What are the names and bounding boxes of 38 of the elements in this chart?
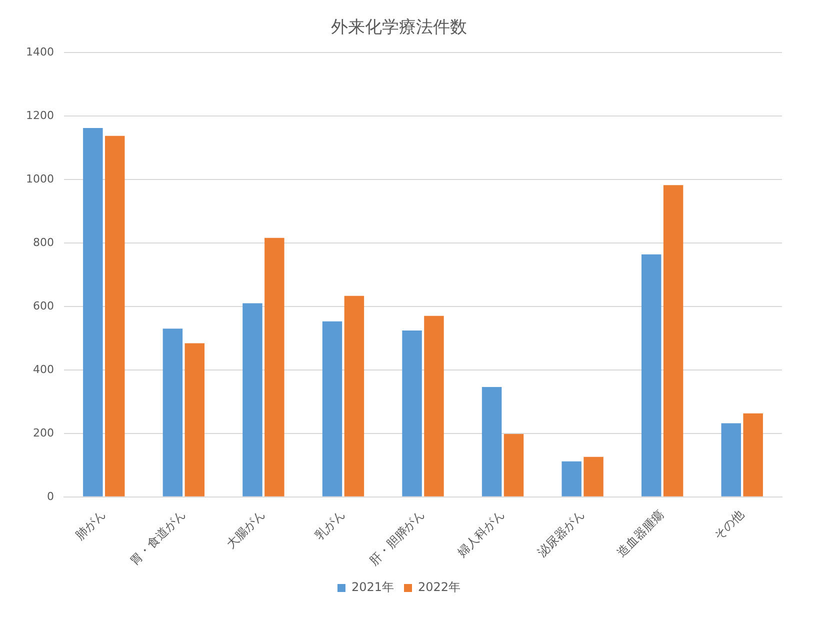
chart-title: 外来化学療法件数 bbox=[331, 18, 467, 38]
bar bbox=[242, 303, 262, 496]
y-tick-label: 1000 bbox=[26, 172, 54, 186]
x-tick-label: その他 bbox=[711, 507, 746, 543]
x-tick-label: 肝・胆膵がん bbox=[366, 507, 428, 568]
bar bbox=[104, 136, 125, 496]
bar bbox=[504, 434, 524, 496]
bar bbox=[184, 343, 205, 496]
y-tick-label: 1200 bbox=[26, 108, 54, 122]
bar bbox=[344, 296, 364, 496]
x-tick-label: 婦人科がん bbox=[454, 507, 508, 560]
bar bbox=[663, 185, 684, 496]
legend-label: 2021年 bbox=[351, 580, 394, 594]
bar bbox=[562, 461, 582, 496]
y-tick-label: 1400 bbox=[26, 45, 54, 58]
x-tick-label: 泌尿器がん bbox=[534, 507, 587, 560]
y-tick-label: 800 bbox=[32, 236, 54, 249]
y-tick-label: 0 bbox=[46, 490, 54, 503]
bar bbox=[482, 387, 502, 496]
bar bbox=[322, 321, 342, 496]
y-tick-label: 600 bbox=[32, 299, 54, 312]
x-tick-label: 胃・食道がん bbox=[127, 507, 188, 568]
bar bbox=[641, 254, 662, 496]
x-tick-label: 乳がん bbox=[312, 507, 348, 543]
x-tick-label: 造血器腫瘍 bbox=[614, 507, 667, 560]
y-tick-label: 200 bbox=[32, 426, 54, 440]
bar bbox=[743, 413, 763, 496]
x-tick-label: 肺がん bbox=[72, 507, 108, 543]
bar bbox=[83, 128, 103, 496]
y-tick-label: 400 bbox=[32, 362, 54, 376]
bar bbox=[584, 456, 604, 496]
legend-label: 2022年 bbox=[418, 580, 461, 594]
bar bbox=[721, 423, 742, 496]
bar bbox=[424, 316, 444, 496]
x-tick-label: 大腸がん bbox=[224, 507, 268, 552]
bar bbox=[402, 330, 422, 496]
bar bbox=[264, 238, 284, 496]
bar bbox=[162, 328, 183, 496]
